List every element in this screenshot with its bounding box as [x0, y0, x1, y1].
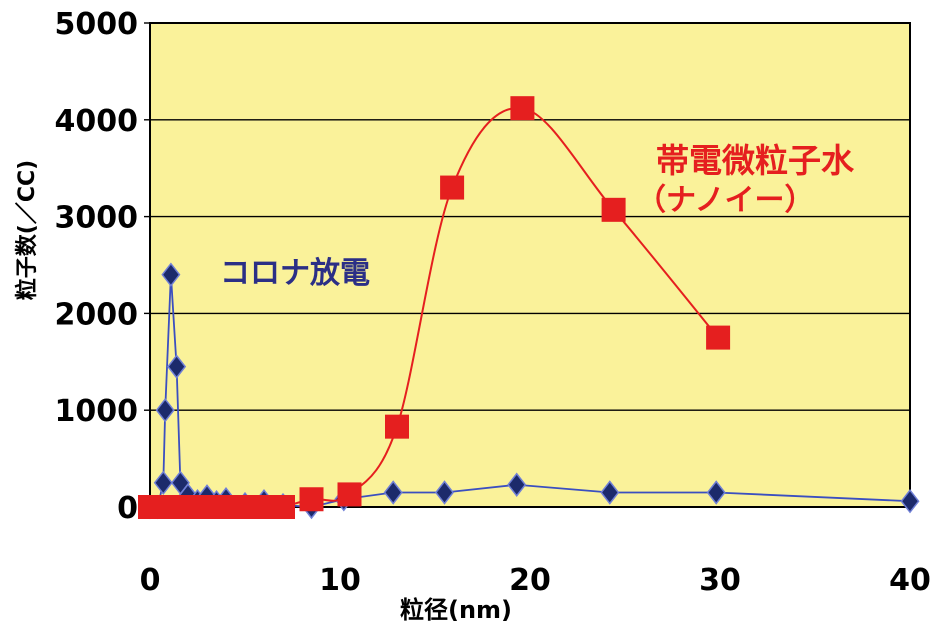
data-point: [440, 175, 465, 200]
x-axis-label: 粒径(nm): [400, 596, 512, 624]
tick-labels: 0 1000 2000 3000 4000 5000 0 10 20 30 40: [55, 7, 931, 598]
data-point: [510, 96, 535, 121]
data-point: [167, 354, 187, 379]
data-point: [706, 480, 726, 505]
x-tick-label: 40: [889, 563, 931, 598]
x-tick-label: 30: [699, 563, 741, 598]
data-point: [155, 397, 175, 423]
x-tick-label: 20: [509, 563, 551, 598]
data-point: [161, 262, 181, 287]
data-point: [507, 472, 527, 497]
y-tick-label: 3000: [55, 201, 139, 236]
y-tick-label: 4000: [55, 104, 139, 139]
data-point: [383, 480, 403, 505]
data-point: [153, 470, 173, 496]
series-layer: [138, 96, 920, 520]
x-tick-label: 0: [140, 563, 161, 598]
nanoe-annotation-line2: （ナノイー）: [636, 183, 815, 218]
data-point: [601, 197, 626, 222]
data-point: [706, 325, 731, 350]
y-tick-label: 0: [117, 491, 138, 526]
plot-frame: [149, 22, 911, 508]
nanoe-annotation-line1: 帯電微粒子水: [656, 141, 855, 180]
data-point: [434, 480, 455, 505]
y-tick-label: 5000: [55, 7, 139, 42]
y-tick-label: 1000: [55, 394, 139, 429]
corona-annotation: コロナ放電: [220, 256, 370, 291]
y-tick-label: 2000: [55, 297, 139, 332]
data-point: [271, 495, 295, 519]
nanoe-series: [138, 96, 731, 519]
data-point: [299, 487, 324, 512]
data-point: [600, 480, 620, 505]
data-point: [900, 488, 920, 514]
data-point: [385, 414, 409, 439]
y-axis-label: 粒子数(／CC): [14, 160, 40, 300]
x-tick-label: 10: [319, 563, 361, 598]
data-point: [337, 482, 362, 507]
